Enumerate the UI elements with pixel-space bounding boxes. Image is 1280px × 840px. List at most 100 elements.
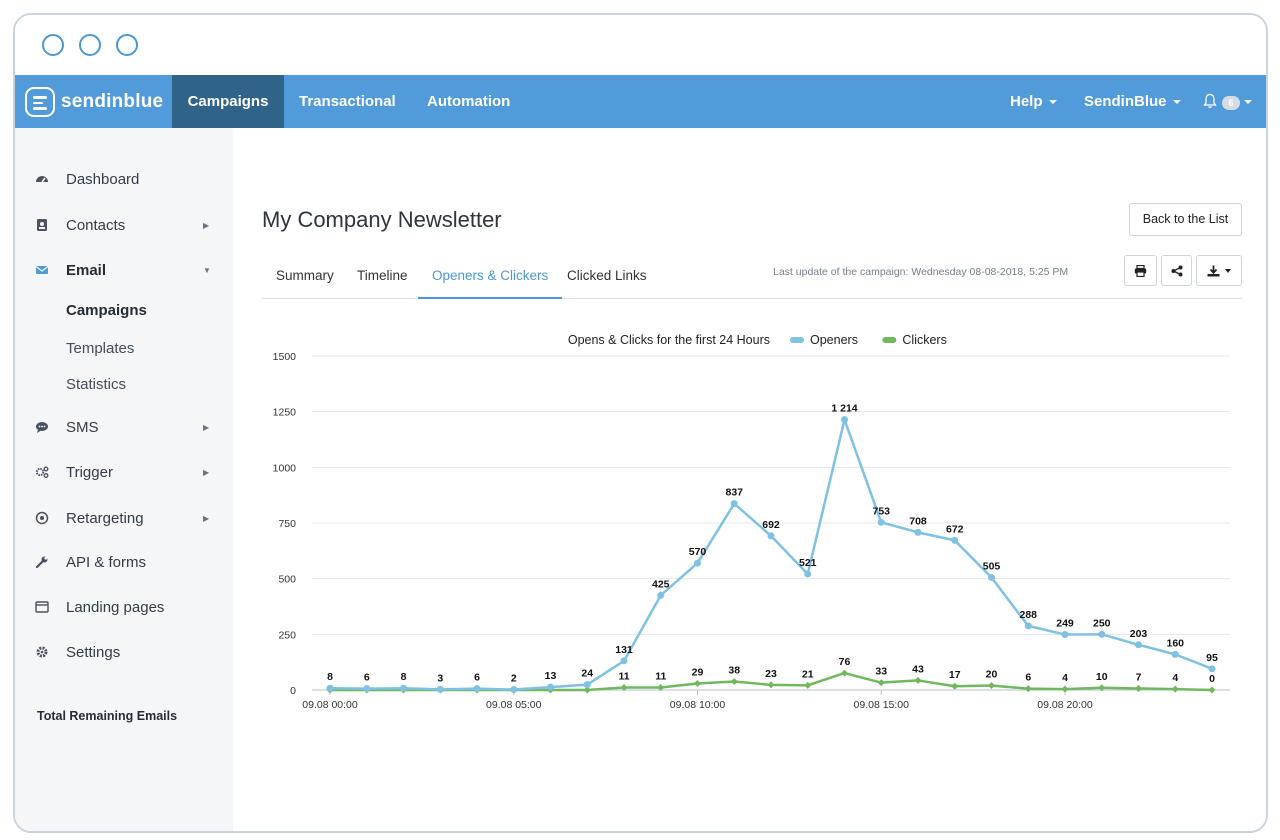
print-icon	[1134, 264, 1147, 277]
target-icon	[35, 511, 49, 525]
sidebar-item-landing-pages[interactable]: Landing pages	[15, 595, 233, 619]
x-tick-label: 09.08 15:00	[854, 699, 910, 711]
nav-transactional[interactable]: Transactional	[299, 93, 396, 110]
data-point	[326, 684, 334, 692]
browser-icon	[35, 601, 49, 613]
data-label: 250	[1093, 617, 1111, 629]
data-point	[547, 683, 554, 691]
nav-help[interactable]: Help	[1010, 75, 1057, 128]
logo[interactable]: sendinblue	[25, 87, 163, 117]
x-tick-label: 09.08 00:00	[302, 699, 358, 711]
chevron-down-icon	[1048, 100, 1057, 105]
y-tick-label: 1250	[273, 407, 297, 419]
data-label: 7	[1136, 671, 1142, 683]
data-label: 11	[618, 671, 629, 683]
gear-icon	[36, 646, 48, 658]
data-label: 17	[949, 669, 961, 681]
data-point	[951, 682, 959, 690]
data-point	[1024, 622, 1032, 630]
download-dropdown-button[interactable]	[1196, 255, 1242, 286]
data-label: 1 214	[831, 403, 857, 415]
sidebar-item-email[interactable]: Email ▼	[15, 258, 233, 282]
y-tick-label: 750	[278, 518, 296, 530]
chevron-right-icon: ▶	[203, 422, 210, 432]
sidebar-item-sms[interactable]: SMS ▶	[15, 415, 233, 439]
sidebar-item-label: Landing pages	[66, 598, 165, 616]
chart-y-axis: 0 250 500 750 1000 1250 1500	[273, 351, 297, 697]
data-point	[1171, 650, 1179, 658]
sidebar-item-label: Email	[66, 261, 107, 279]
data-point	[1135, 684, 1142, 692]
sidebar-item-retargeting[interactable]: Retargeting ▶	[15, 506, 233, 530]
legend-label: Clickers	[902, 333, 946, 347]
sidebar-item-label: Settings	[66, 643, 121, 661]
last-update-text: Last update of the campaign: Wednesday 0…	[773, 266, 1069, 278]
data-label: 6	[364, 672, 370, 684]
sidebar: Dashboard Contacts ▶ Email ▼ Campaigns T…	[15, 128, 233, 831]
tab-clicked-links[interactable]: Clicked Links	[567, 268, 647, 283]
sidebar-item-api-forms[interactable]: API & forms	[15, 550, 233, 574]
chart-x-axis: 09.08 00:00 09.08 05:00 09.08 10:00 09.08 1…	[302, 690, 1093, 711]
sidebar-subitem-statistics[interactable]: Statistics	[66, 376, 127, 393]
tab-timeline[interactable]: Timeline	[357, 268, 408, 283]
sidebar-item-dashboard[interactable]: Dashboard	[15, 167, 233, 191]
bell-icon[interactable]	[1203, 93, 1217, 109]
nav-campaigns[interactable]: Campaigns	[172, 75, 284, 128]
data-point	[657, 684, 665, 692]
data-label: 8	[327, 671, 333, 683]
sidebar-item-trigger[interactable]: Trigger ▶	[15, 460, 233, 484]
chevron-down-icon[interactable]	[1244, 100, 1252, 104]
sidebar-item-settings[interactable]: Settings	[15, 640, 233, 664]
chart-data-labels: 8 6 8 3 6 2 13 24 131 425 570 837 692 521 1 214 753 708 6…	[327, 403, 1218, 685]
data-label: 570	[689, 546, 707, 558]
data-label: 249	[1056, 618, 1074, 630]
chevron-right-icon: ▶	[203, 513, 210, 523]
window-zoom-dot[interactable]	[116, 34, 138, 56]
window-close-dot[interactable]	[42, 34, 64, 56]
nav-account[interactable]: SendinBlue	[1084, 75, 1181, 128]
download-icon	[1207, 265, 1220, 276]
data-label: 4	[1172, 672, 1178, 684]
data-label: 24	[581, 668, 593, 680]
data-point	[1171, 685, 1179, 693]
data-label: 0	[1209, 673, 1215, 685]
chevron-down-icon	[1225, 268, 1231, 273]
data-label: 160	[1166, 637, 1184, 649]
share-button[interactable]	[1161, 255, 1192, 286]
data-point	[730, 678, 738, 686]
window-minimize-dot[interactable]	[79, 34, 101, 56]
sidebar-item-label: API & forms	[66, 553, 147, 571]
data-label: 33	[875, 666, 887, 678]
data-point	[914, 528, 922, 536]
x-tick-label: 09.08 20:00	[1037, 699, 1093, 711]
tab-summary[interactable]: Summary	[276, 268, 334, 283]
data-label: 20	[986, 669, 998, 681]
data-label: 203	[1130, 628, 1148, 640]
contacts-icon	[37, 219, 47, 231]
data-point	[841, 416, 848, 424]
data-point	[1061, 685, 1069, 693]
data-point	[988, 682, 995, 690]
data-point	[804, 681, 812, 689]
sidebar-subitem-templates[interactable]: Templates	[66, 340, 135, 357]
y-tick-label: 0	[290, 685, 296, 697]
legend-label: Openers	[810, 333, 858, 347]
sidebar-subitem-campaigns[interactable]: Campaigns	[66, 302, 147, 319]
tab-openers-clickers[interactable]: Openers & Clickers	[418, 253, 563, 299]
data-point	[1024, 685, 1032, 693]
legend-swatch	[790, 337, 804, 343]
gears-icon	[35, 466, 49, 478]
data-point	[583, 681, 591, 689]
nav-automation[interactable]: Automation	[427, 93, 511, 110]
sidebar-item-contacts[interactable]: Contacts ▶	[15, 213, 233, 237]
back-to-list-button[interactable]: Back to the List	[1129, 203, 1242, 236]
data-point	[510, 686, 518, 694]
notification-badge[interactable]: 6	[1222, 96, 1240, 110]
top-navbar: sendinblue Campaigns Transactional Autom…	[15, 75, 1266, 128]
dashboard-icon	[36, 176, 48, 183]
chevron-right-icon: ▶	[203, 220, 210, 230]
chevron-down-icon: ▼	[203, 265, 211, 275]
data-label: 6	[474, 672, 480, 684]
print-button[interactable]	[1124, 255, 1157, 286]
data-label: 753	[872, 505, 890, 517]
